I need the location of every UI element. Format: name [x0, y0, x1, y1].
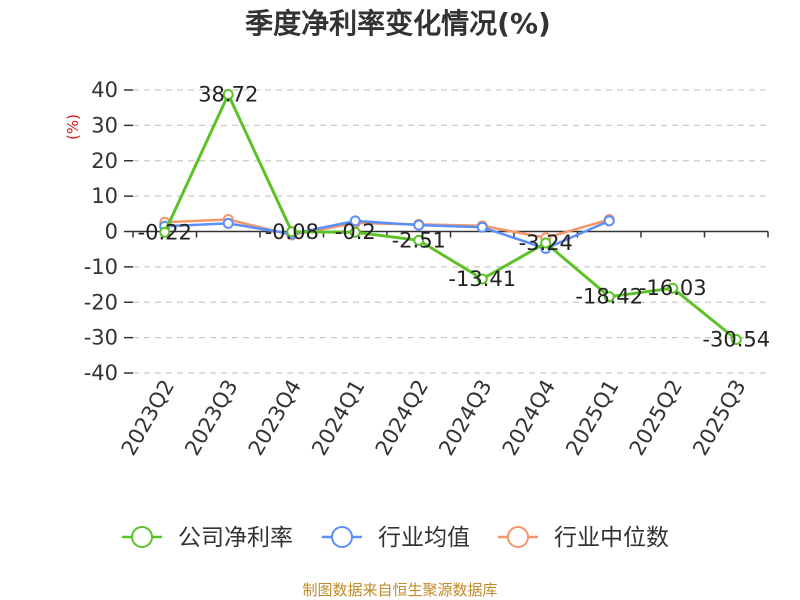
- data-label: -30.54: [702, 328, 770, 352]
- legend-label: 行业均值: [378, 525, 470, 551]
- source-note: 制图数据来自恒生聚源数据库: [302, 581, 497, 599]
- series-layer: [159, 89, 742, 346]
- x-tick-label: 2023Q4: [244, 376, 306, 460]
- data-label: -18.42: [575, 285, 643, 309]
- data-point[interactable]: [349, 215, 361, 227]
- y-axis-ticks: 40 30 20 10 0 -10 -20 -30 -40: [84, 78, 133, 385]
- legend-item[interactable]: 行业均值: [322, 525, 470, 551]
- data-labels: -0.22 38.72 -0.08 -0.2 -2.51-13.41-3.24 -18.4…: [138, 83, 771, 352]
- legend-label: 行业中位数: [554, 525, 669, 551]
- y-tick-label: -30: [84, 326, 118, 350]
- x-tick-label: 2024Q1: [307, 376, 369, 460]
- x-tick-label: 2023Q3: [180, 376, 242, 460]
- y-tick-label: 0: [105, 220, 118, 244]
- y-axis-unit: (%): [64, 114, 82, 140]
- legend-marker: [507, 526, 529, 548]
- data-label: -16.03: [639, 276, 707, 300]
- data-point[interactable]: [349, 226, 361, 238]
- data-point[interactable]: [730, 334, 742, 346]
- data-point[interactable]: [413, 219, 425, 231]
- data-point[interactable]: [476, 221, 488, 233]
- y-tick-label: 40: [91, 78, 118, 102]
- grid-lines: [133, 89, 768, 374]
- data-point[interactable]: [222, 217, 234, 229]
- data-label: -0.22: [138, 220, 192, 244]
- data-point[interactable]: [286, 226, 298, 238]
- x-tick-label: 2024Q2: [371, 376, 433, 460]
- data-point[interactable]: [159, 226, 171, 238]
- x-tick-label: 2025Q3: [688, 376, 750, 460]
- series-line: [163, 90, 738, 341]
- y-tick-label: -10: [84, 255, 118, 279]
- y-tick-label: 20: [91, 149, 118, 173]
- data-point[interactable]: [222, 89, 234, 101]
- x-tick-label: 2025Q1: [561, 376, 623, 460]
- legend-item[interactable]: 公司净利率: [122, 525, 293, 551]
- data-point[interactable]: [667, 282, 679, 294]
- data-point[interactable]: [540, 237, 552, 249]
- data-label: -13.41: [448, 267, 516, 291]
- x-tick-label: 2023Q2: [117, 376, 179, 460]
- x-tick-label: 2024Q4: [498, 376, 560, 460]
- y-tick-label: -20: [84, 290, 118, 314]
- y-tick-label: 30: [91, 113, 118, 137]
- legend-marker: [331, 526, 353, 548]
- data-point[interactable]: [476, 273, 488, 285]
- x-tick-label: 2024Q3: [434, 376, 496, 460]
- data-label: -3.24: [519, 231, 573, 255]
- x-axis-ticks: 2023Q2 2023Q3 2023Q4 2024Q1 2024Q2 2024Q3 2024…: [117, 376, 751, 460]
- series-line: [164, 219, 610, 250]
- data-label: -2.51: [392, 228, 446, 252]
- data-label: -0.2: [335, 220, 376, 244]
- legend-label: 公司净利率: [178, 525, 293, 551]
- data-point[interactable]: [603, 291, 615, 303]
- data-point[interactable]: [413, 234, 425, 246]
- data-label: 38.72: [198, 83, 258, 107]
- x-axis: [132, 230, 769, 238]
- x-tick-label: 2025Q2: [625, 376, 687, 460]
- legend[interactable]: 公司净利率 行业均值 行业中位数: [122, 525, 669, 551]
- y-tick-label: 10: [91, 184, 118, 208]
- legend-item[interactable]: 行业中位数: [498, 525, 669, 551]
- y-tick-label: -40: [84, 361, 118, 385]
- legend-marker: [131, 526, 153, 548]
- data-point[interactable]: [603, 215, 615, 227]
- data-label: -0.08: [265, 220, 319, 244]
- chart-title: 季度净利率变化情况(%): [245, 7, 551, 40]
